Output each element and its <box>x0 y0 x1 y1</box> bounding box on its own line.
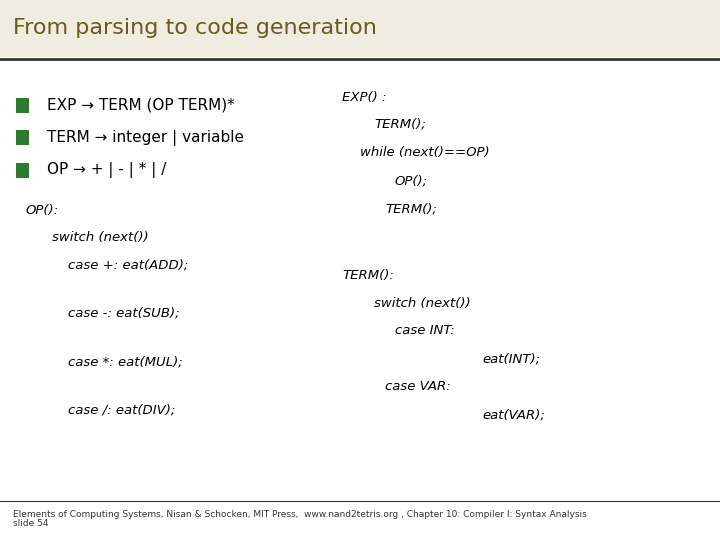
Text: EXP() :: EXP() : <box>342 91 387 104</box>
Text: case -: eat(SUB);: case -: eat(SUB); <box>68 307 180 320</box>
Text: OP():: OP(): <box>25 204 58 217</box>
Text: OP → + | - | * | /: OP → + | - | * | / <box>47 162 166 178</box>
Text: TERM();: TERM(); <box>374 118 426 131</box>
Text: eat(INT);: eat(INT); <box>482 352 541 365</box>
Text: EXP → TERM (OP TERM)*: EXP → TERM (OP TERM)* <box>47 98 235 113</box>
Text: TERM():: TERM(): <box>342 269 394 282</box>
Text: case +: eat(ADD);: case +: eat(ADD); <box>68 258 189 271</box>
Text: eat(VAR);: eat(VAR); <box>482 408 545 421</box>
Text: From parsing to code generation: From parsing to code generation <box>13 18 377 38</box>
Text: case *: eat(MUL);: case *: eat(MUL); <box>68 355 183 368</box>
Text: while (next()==OP): while (next()==OP) <box>360 146 490 159</box>
Text: TERM();: TERM(); <box>385 203 437 216</box>
Text: slide 54: slide 54 <box>13 519 48 528</box>
Text: switch (next()): switch (next()) <box>52 231 148 244</box>
Text: case /: eat(DIV);: case /: eat(DIV); <box>68 404 176 417</box>
Text: switch (next()): switch (next()) <box>374 297 471 310</box>
FancyBboxPatch shape <box>16 163 29 178</box>
FancyBboxPatch shape <box>0 0 720 57</box>
Text: case VAR:: case VAR: <box>385 380 451 393</box>
FancyBboxPatch shape <box>16 98 29 113</box>
Text: Elements of Computing Systems, Nisan & Schocken, MIT Press,  www.nand2tetris.org: Elements of Computing Systems, Nisan & S… <box>13 510 587 518</box>
Text: OP();: OP(); <box>395 174 428 187</box>
FancyBboxPatch shape <box>16 130 29 145</box>
Text: case INT:: case INT: <box>395 324 454 337</box>
Text: TERM → integer | variable: TERM → integer | variable <box>47 130 244 146</box>
